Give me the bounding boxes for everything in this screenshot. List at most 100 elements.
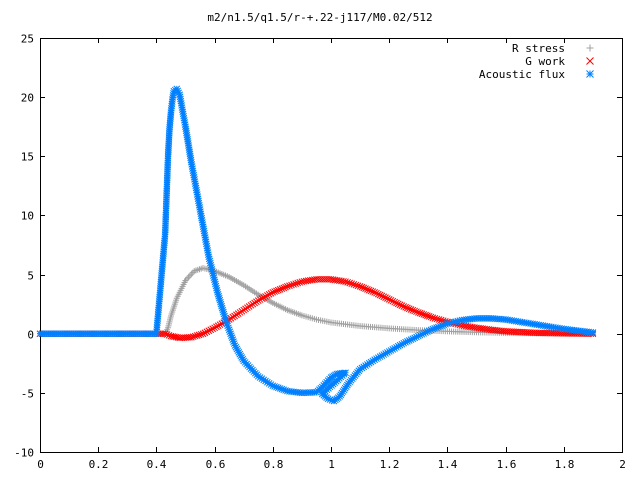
x-axis: 0 0.2 0.4 0.6 0.8 1 1.2 1.4 1.6 1.8 2 — [37, 38, 626, 471]
data-point — [187, 333, 195, 341]
data-point — [358, 283, 366, 291]
data-point — [195, 331, 203, 339]
data-point — [256, 296, 264, 303]
data-point — [435, 316, 443, 323]
data-point — [356, 283, 364, 290]
data-point — [382, 294, 389, 301]
data-point — [429, 314, 437, 322]
data-point — [589, 329, 597, 336]
data-point — [411, 307, 419, 315]
y-tick-label: 25 — [21, 33, 34, 46]
data-point — [398, 302, 406, 309]
y-tick-label: 10 — [21, 210, 34, 223]
data-point — [433, 315, 441, 323]
data-point — [296, 278, 304, 286]
data-point — [274, 286, 282, 294]
data-point — [211, 324, 218, 332]
data-point — [354, 282, 362, 290]
data-point — [374, 290, 382, 298]
series-acoustic-flux — [36, 85, 597, 405]
x-tick-label: 1.6 — [497, 458, 517, 471]
data-point — [267, 289, 275, 297]
chart-title: m2/n1.5/q1.5/r-+.22-j117/M0.02/512 — [207, 11, 432, 24]
data-point — [186, 272, 193, 279]
data-point — [389, 297, 397, 305]
data-point — [405, 305, 413, 313]
data-point — [402, 303, 409, 311]
x-tick-label: 0 — [37, 458, 44, 471]
data-point — [276, 286, 284, 293]
data-point — [161, 330, 169, 338]
data-point — [258, 295, 266, 302]
x-tick-label: 1.4 — [438, 458, 458, 471]
data-point — [364, 286, 371, 293]
data-point — [205, 327, 213, 335]
data-point — [378, 292, 386, 300]
data-point — [413, 308, 420, 316]
data-point — [373, 289, 380, 297]
y-tick-label: -10 — [14, 447, 34, 460]
data-point — [385, 296, 393, 303]
data-point — [362, 285, 369, 292]
data-point — [265, 291, 273, 298]
y-axis: -10 -5 0 5 10 15 20 25 — [14, 33, 622, 460]
data-point — [185, 274, 192, 281]
data-point — [384, 295, 391, 302]
y-tick-label: 20 — [21, 92, 34, 105]
data-point — [371, 288, 379, 296]
data-point — [376, 291, 384, 299]
data-point — [420, 311, 428, 318]
legend-marker — [586, 70, 594, 78]
data-point — [269, 288, 277, 296]
plot-area — [40, 38, 623, 453]
data-point — [199, 330, 207, 338]
data-point — [209, 325, 217, 333]
data-point — [367, 287, 375, 295]
data-point — [193, 332, 201, 339]
data-point — [282, 283, 289, 291]
data-point — [350, 281, 358, 288]
x-tick-label: 0.4 — [147, 458, 167, 471]
data-point — [346, 279, 354, 287]
data-point — [431, 314, 439, 322]
data-point — [203, 328, 211, 336]
series-r-stress — [37, 265, 596, 337]
data-point — [424, 312, 431, 320]
data-point — [286, 282, 293, 290]
data-point — [404, 304, 411, 312]
data-point — [163, 331, 171, 338]
legend-label: Acoustic flux — [479, 68, 565, 81]
data-point — [416, 309, 424, 317]
y-tick-label: -5 — [21, 388, 34, 401]
data-point — [197, 330, 205, 338]
data-point — [290, 281, 297, 288]
data-point — [396, 301, 404, 309]
data-point — [213, 323, 220, 331]
data-point — [387, 296, 395, 304]
x-tick-label: 1 — [328, 458, 335, 471]
data-point — [283, 283, 291, 290]
data-point — [263, 292, 271, 299]
data-point — [262, 293, 269, 300]
data-point — [391, 298, 399, 306]
data-point — [427, 313, 435, 321]
data-point — [288, 281, 295, 289]
data-point — [380, 351, 388, 358]
data-point — [201, 329, 209, 337]
data-point — [422, 311, 429, 319]
data-point — [191, 332, 199, 340]
data-point — [425, 313, 433, 320]
data-point — [340, 277, 347, 285]
data-point — [418, 310, 426, 318]
data-point — [348, 280, 356, 288]
series-layer — [36, 85, 597, 405]
data-point — [165, 331, 173, 339]
x-tick-label: 2 — [619, 458, 626, 471]
data-point — [380, 293, 388, 301]
y-tick-label: 15 — [21, 151, 34, 164]
data-point — [365, 286, 373, 294]
data-point — [271, 288, 278, 295]
x-tick-label: 0.2 — [89, 458, 109, 471]
